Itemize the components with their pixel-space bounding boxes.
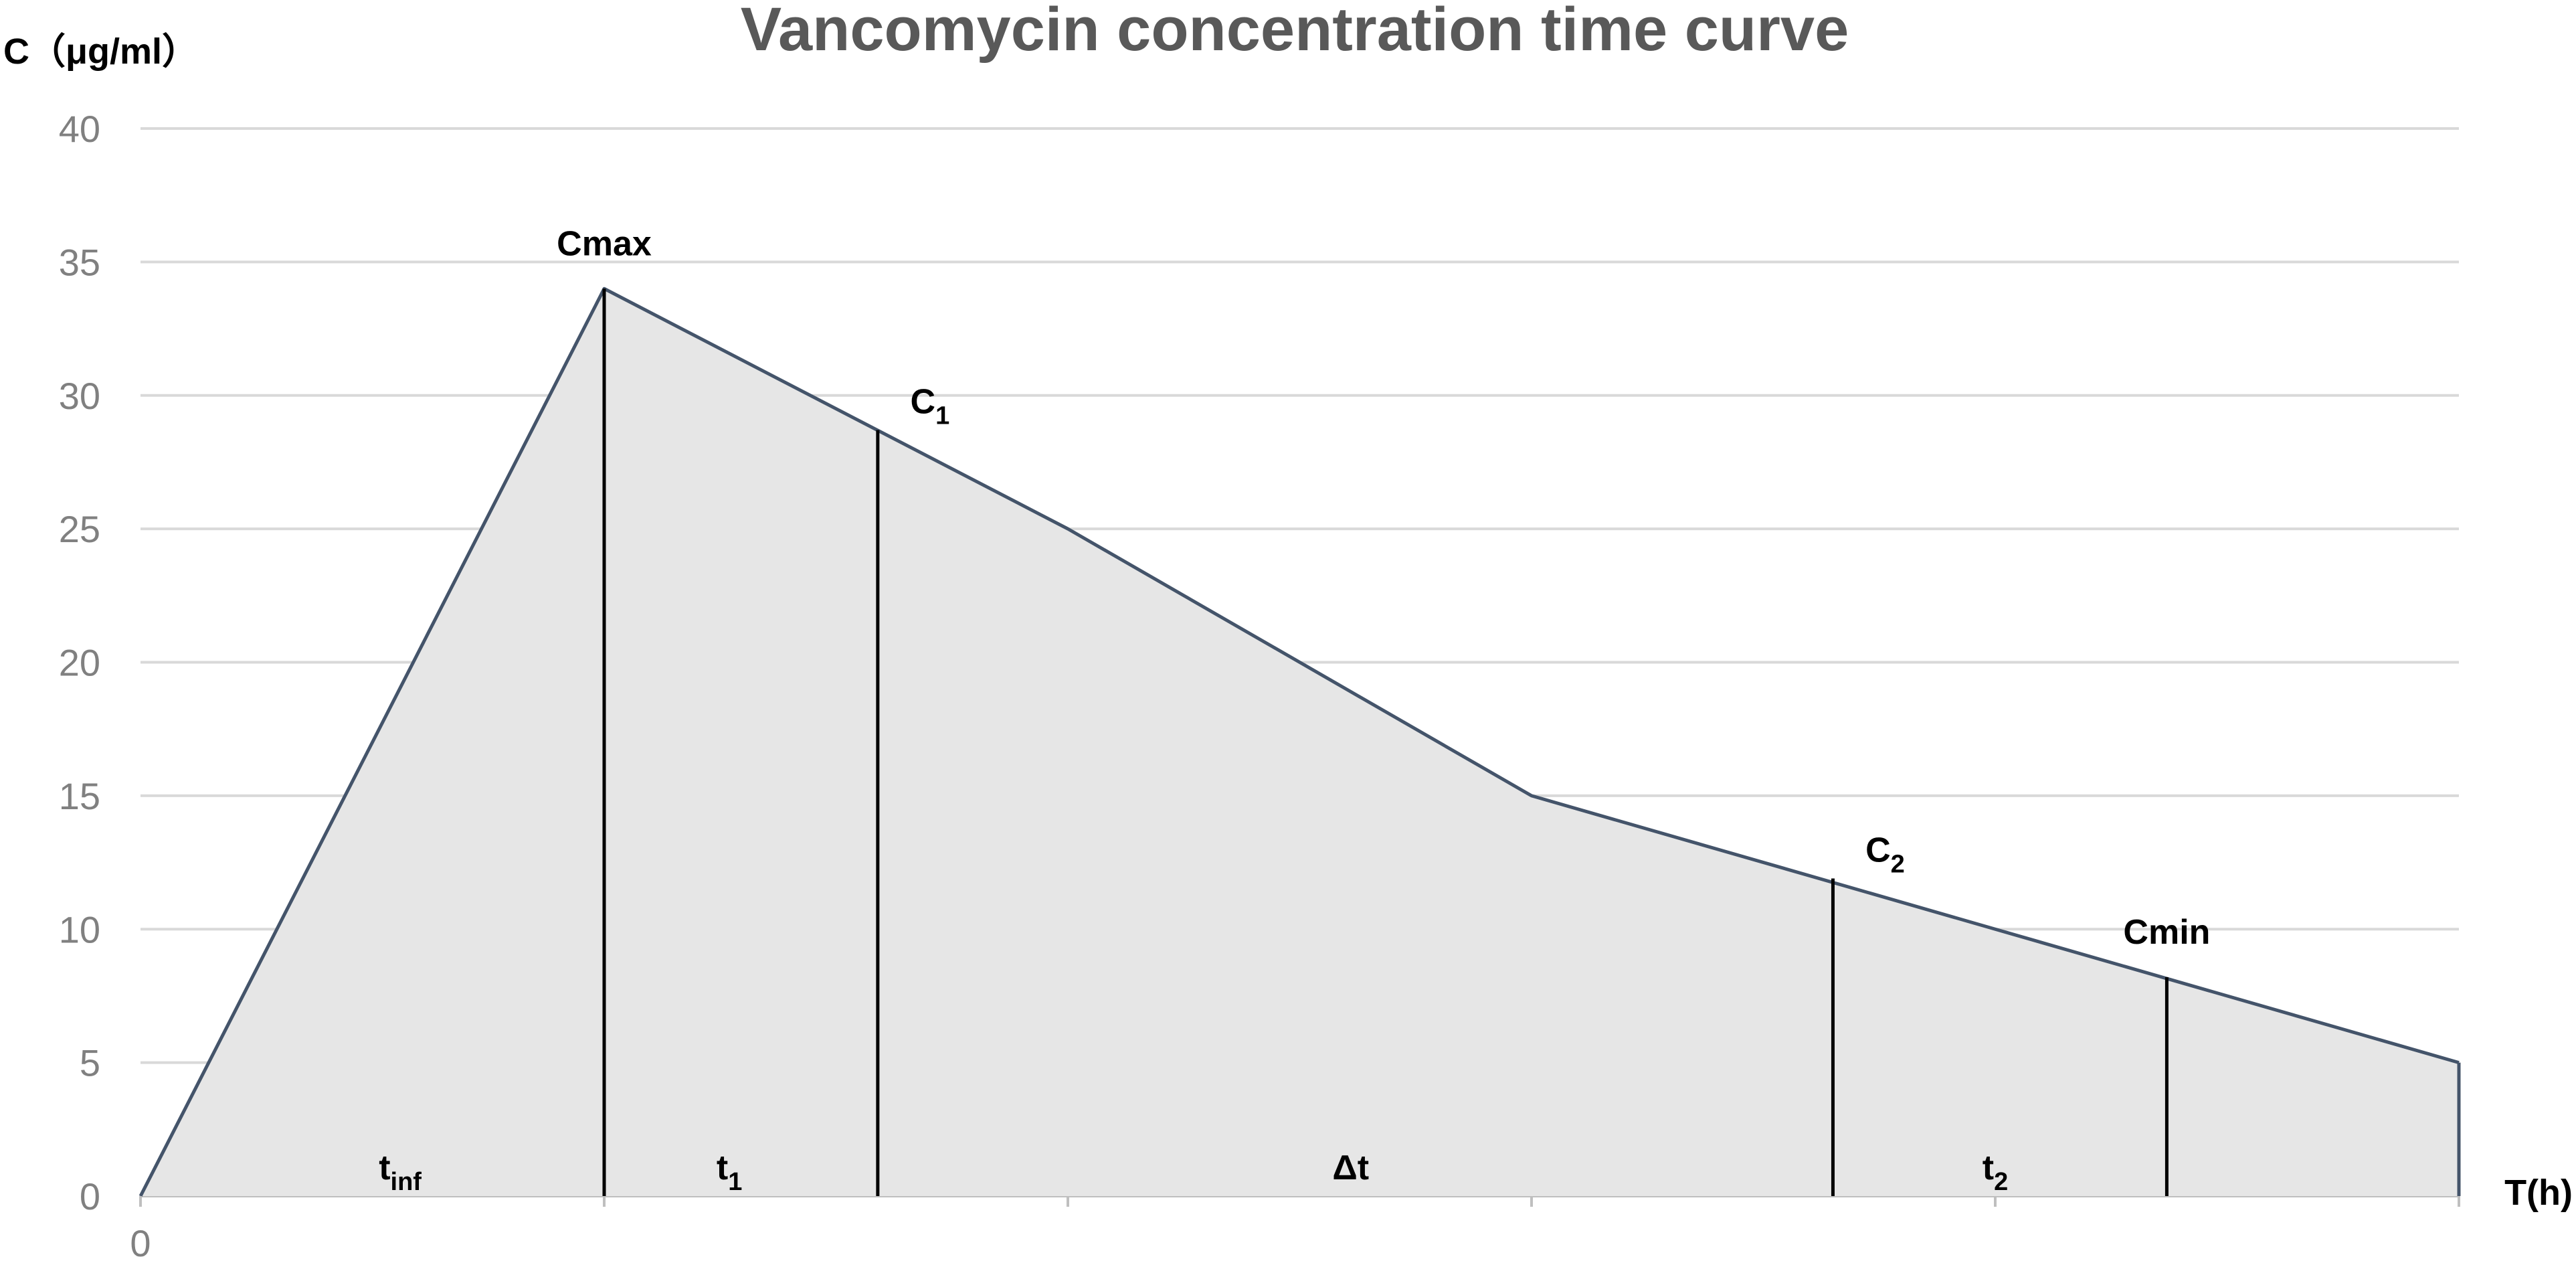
x-tick-label: 0	[130, 1222, 151, 1264]
marker-label: Cmax	[557, 224, 652, 263]
chart-title: Vancomycin concentration time curve	[741, 0, 1849, 64]
y-tick-label: 40	[59, 108, 100, 150]
y-tick-label: 20	[59, 642, 100, 684]
y-axis-title: C（μg/ml）	[3, 31, 198, 72]
x-axis-title: T(h)	[2504, 1173, 2573, 1213]
marker-label: C2	[1865, 831, 1905, 878]
y-tick-label: 35	[59, 241, 100, 283]
y-tick-label: 25	[59, 508, 100, 550]
series-line	[139, 286, 2460, 1197]
y-tick-label: 15	[59, 775, 100, 817]
marker-label: Cmin	[2123, 913, 2210, 952]
y-tick-label: 30	[59, 375, 100, 417]
plot-area	[139, 286, 2461, 1197]
y-tick-label: 10	[59, 908, 100, 950]
segment-label: tinf	[379, 1149, 422, 1196]
axis-ticks: 0 5 10 15 20 25 30 35 40 0	[59, 108, 2460, 1264]
marker-label: C1	[911, 383, 950, 430]
segment-label: t1	[717, 1149, 742, 1196]
segment-label: Δt	[1332, 1149, 1369, 1187]
marker-lines	[602, 288, 2169, 1196]
y-tick-label: 5	[80, 1042, 100, 1084]
segment-label: t2	[1983, 1149, 2008, 1196]
y-tick-label: 0	[80, 1175, 100, 1217]
area-fill	[141, 288, 2459, 1196]
annotation-labels: Cmax C1 C2 Cmin tinf t1 Δt t2	[379, 224, 2210, 1196]
